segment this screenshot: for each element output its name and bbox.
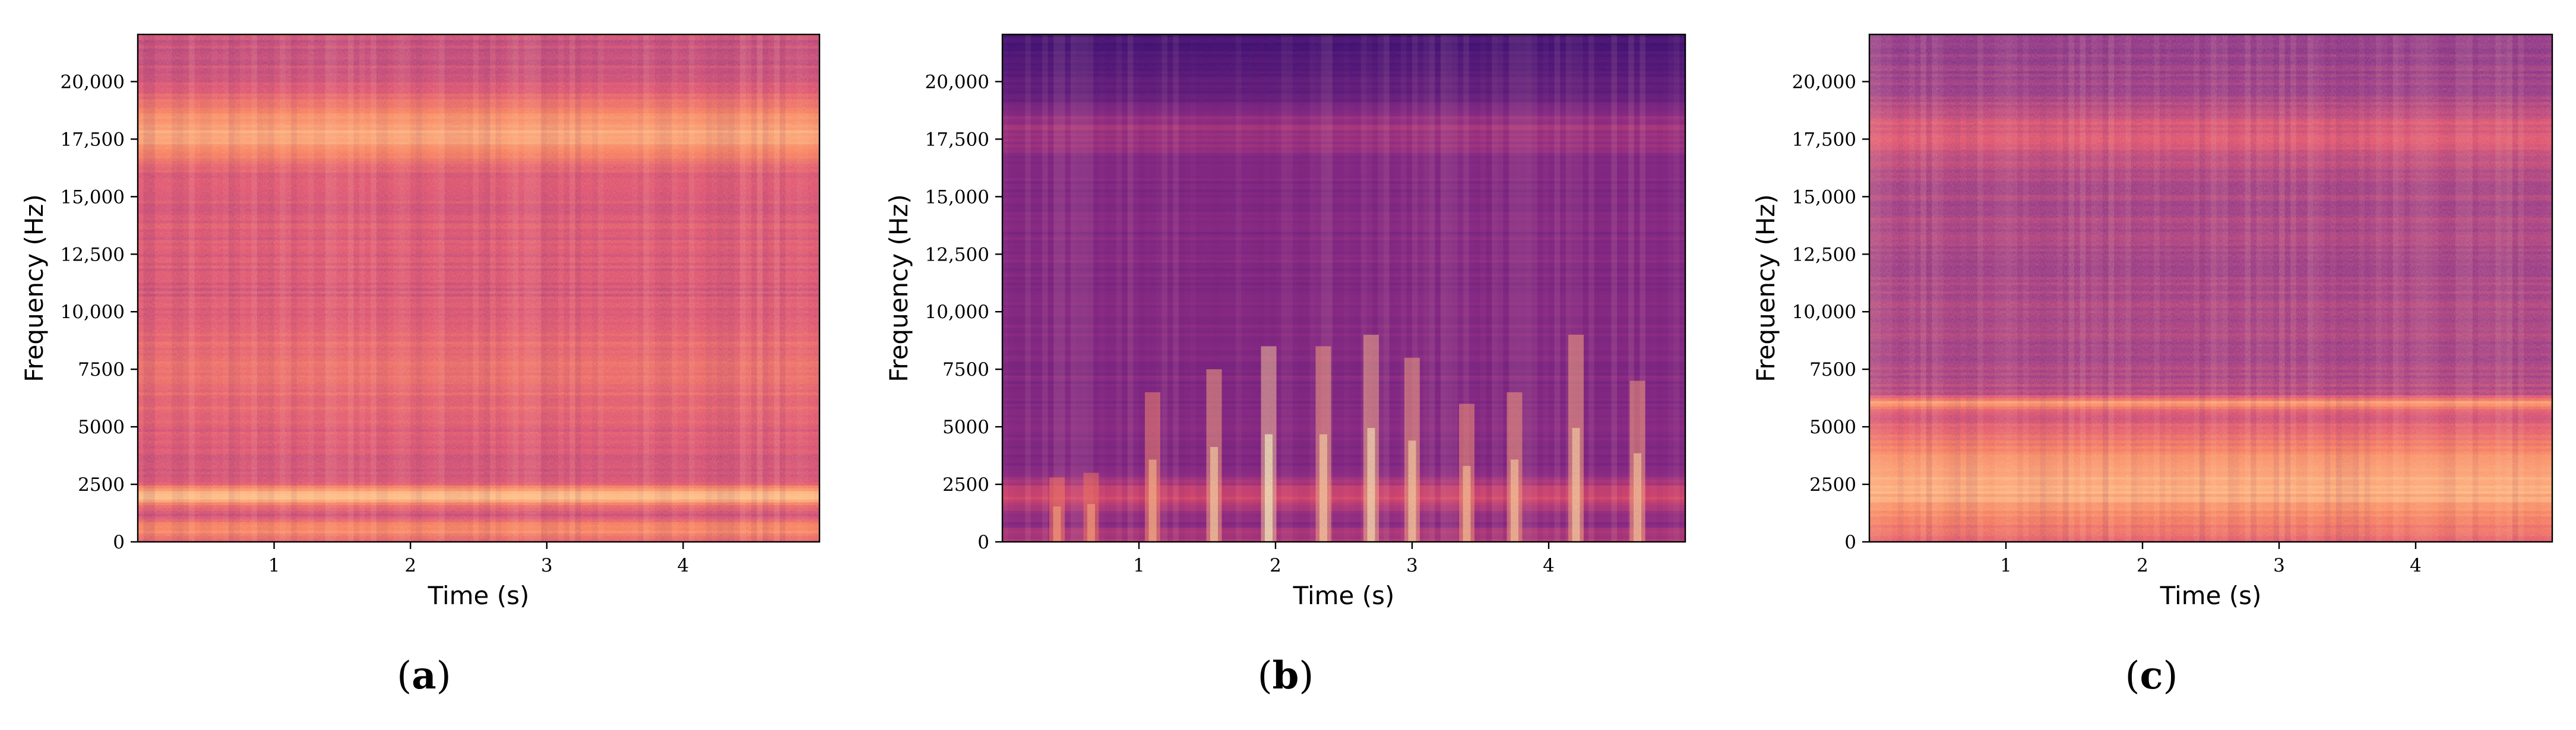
y-tick-label: 5000 — [942, 417, 989, 438]
x-tick-label: 1 — [1133, 555, 1145, 576]
y-tick-label: 7500 — [78, 359, 125, 380]
panel-label: (c) — [2125, 653, 2178, 698]
spectrogram-image — [1869, 34, 2552, 542]
y-tick-label: 0 — [113, 532, 125, 553]
y-tick-label: 12,500 — [1792, 244, 1856, 265]
x-tick-label: 2 — [404, 555, 416, 576]
y-tick-label: 7500 — [942, 359, 989, 380]
x-tick-label: 4 — [678, 555, 689, 576]
y-tick-label: 2500 — [1809, 474, 1856, 496]
y-tick-label: 5000 — [78, 417, 125, 438]
x-tick-label: 3 — [2273, 555, 2285, 576]
y-tick-label: 15,000 — [925, 186, 989, 208]
y-tick-label: 15,000 — [1792, 186, 1856, 208]
x-tick-label: 3 — [1406, 555, 1418, 576]
x-tick-label: 4 — [1543, 555, 1555, 576]
x-axis-label: Time (s) — [2160, 581, 2262, 610]
x-tick-label: 1 — [2000, 555, 2012, 576]
y-axis-label: Frequency (Hz) — [20, 194, 49, 382]
spectrogram-panel-b: 0 2500 5000 7500 10,000 12,500 15,000 17,500 20,… — [884, 33, 1686, 698]
panel-label: (a) — [397, 653, 451, 698]
y-tick-label: 20,000 — [61, 71, 125, 93]
plot-frame — [1868, 33, 2553, 543]
y-axis-label: Frequency (Hz) — [1751, 194, 1780, 382]
panel-label: (b) — [1258, 653, 1314, 698]
y-tick-label: 10,000 — [925, 301, 989, 323]
y-axis-label: Frequency (Hz) — [884, 194, 913, 382]
y-tick-label: 12,500 — [925, 244, 989, 265]
y-tick-label: 10,000 — [1792, 301, 1856, 323]
x-tick-label: 1 — [268, 555, 280, 576]
y-tick-label: 2500 — [942, 474, 989, 496]
spectrogram-image — [1002, 34, 1685, 542]
y-tick-label: 17,500 — [61, 129, 125, 150]
x-tick-label: 2 — [2137, 555, 2148, 576]
y-tick-label: 20,000 — [1792, 71, 1856, 93]
y-tick-label: 17,500 — [1792, 129, 1856, 150]
x-tick-label: 3 — [541, 555, 553, 576]
x-tick-label: 4 — [2410, 555, 2422, 576]
x-axis-label: Time (s) — [428, 581, 530, 610]
y-tick-label: 20,000 — [925, 71, 989, 93]
y-tick-label: 15,000 — [61, 186, 125, 208]
y-tick-label: 12,500 — [61, 244, 125, 265]
x-tick-label: 2 — [1270, 555, 1281, 576]
y-tick-label: 17,500 — [925, 129, 989, 150]
spectrogram-panel-c: 0 2500 5000 7500 10,000 12,500 15,000 17,500 20,… — [1751, 33, 2553, 698]
spectrogram-image — [138, 34, 819, 542]
y-tick-label: 10,000 — [61, 301, 125, 323]
y-tick-label: 7500 — [1809, 359, 1856, 380]
x-axis-label: Time (s) — [1293, 581, 1395, 610]
spectrogram-panel-a: 0 2500 5000 7500 10,000 12,500 15,000 17,500 20,… — [20, 33, 821, 698]
y-tick-label: 0 — [1844, 532, 1856, 553]
y-tick-label: 0 — [977, 532, 989, 553]
plot-frame — [137, 33, 821, 543]
y-tick-label: 5000 — [1809, 417, 1856, 438]
plot-frame — [1001, 33, 1686, 543]
y-tick-label: 2500 — [78, 474, 125, 496]
